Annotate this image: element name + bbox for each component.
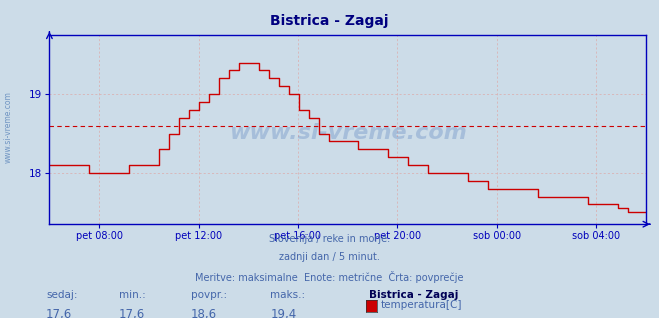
Text: zadnji dan / 5 minut.: zadnji dan / 5 minut.: [279, 252, 380, 262]
Text: Bistrica - Zagaj: Bistrica - Zagaj: [270, 14, 389, 28]
Text: 18,6: 18,6: [191, 308, 217, 318]
Text: Bistrica - Zagaj: Bistrica - Zagaj: [369, 290, 459, 300]
Text: povpr.:: povpr.:: [191, 290, 227, 300]
Text: maks.:: maks.:: [270, 290, 305, 300]
Text: 19,4: 19,4: [270, 308, 297, 318]
Text: www.si-vreme.com: www.si-vreme.com: [229, 123, 467, 143]
Text: 17,6: 17,6: [119, 308, 145, 318]
Text: 17,6: 17,6: [46, 308, 72, 318]
Text: www.si-vreme.com: www.si-vreme.com: [3, 91, 13, 163]
Text: Meritve: maksimalne  Enote: metrične  Črta: povprečje: Meritve: maksimalne Enote: metrične Črta…: [195, 271, 464, 283]
Text: Slovenija / reke in morje.: Slovenija / reke in morje.: [269, 234, 390, 244]
Text: temperatura[C]: temperatura[C]: [381, 300, 463, 310]
Text: sedaj:: sedaj:: [46, 290, 78, 300]
Text: min.:: min.:: [119, 290, 146, 300]
